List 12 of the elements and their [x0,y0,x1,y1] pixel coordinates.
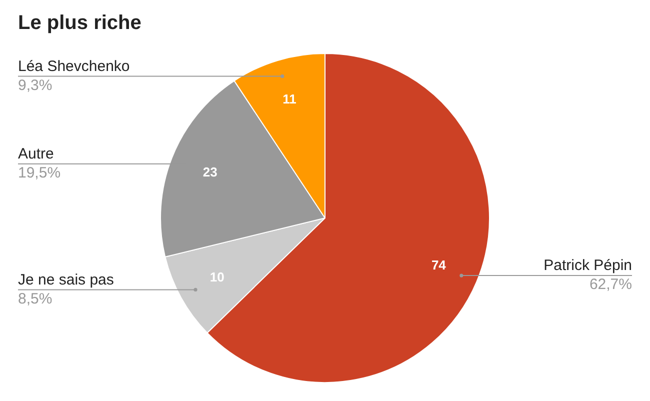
data-label: 19,5% [18,164,61,182]
slice-label: Léa Shevchenko [18,58,130,75]
data-label: 62,7% [589,276,632,294]
slice-label: Patrick Pépin [544,257,632,274]
slice-label: Autre [18,146,54,163]
slice-label: Je ne sais pas [18,271,114,288]
text: 11 [282,91,296,106]
data-label: 8,5% [18,290,52,308]
chart-title: Le plus riche [18,12,142,35]
data-label: 9,3% [18,76,52,94]
text: 23 [202,164,218,180]
text: 74 [431,258,447,273]
